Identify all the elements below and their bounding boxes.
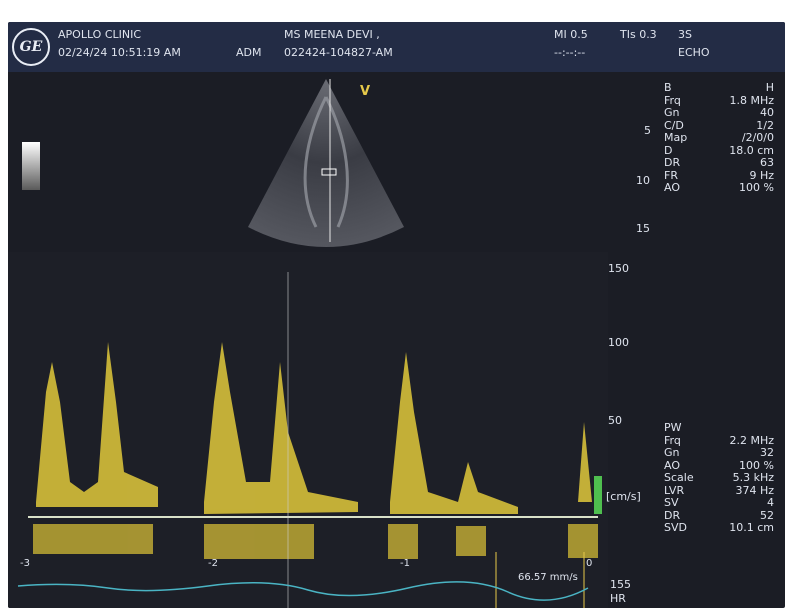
velocity-tick: 150 — [608, 262, 629, 275]
param-key: Frq — [664, 93, 681, 107]
param-key: FR — [664, 168, 678, 182]
param-value: 2.2 MHz — [729, 433, 774, 447]
b-mode-label: B — [664, 81, 672, 94]
param-key: AO — [664, 458, 680, 472]
velocity-unit: [cm/s] — [606, 490, 641, 503]
param-key: Frq — [664, 433, 681, 447]
param-key: Gn — [664, 106, 680, 119]
grayscale-bar — [22, 142, 40, 190]
pw-params: PW Frq 2.2 MHz Gn 32 AO 100 % Scale 5.3 kHz … — [664, 421, 774, 535]
tis-index: TIs 0.3 — [620, 28, 657, 41]
pw-label: PW — [664, 421, 682, 434]
param-key: LVR — [664, 483, 685, 497]
param-key: AO — [664, 181, 680, 194]
param-key: SV — [664, 496, 679, 509]
param-value: 9 Hz — [749, 168, 774, 182]
ultrasound-screen: GE APOLLO CLINIC 02/24/24 10:51:19 AM AD… — [8, 22, 785, 608]
param-value: 5.3 kHz — [732, 471, 774, 484]
sector-marker: V — [360, 84, 371, 99]
heart-rate-value: 155 — [610, 578, 631, 591]
mi-index: MI 0.5 — [554, 28, 588, 41]
param-value: 100 % — [739, 181, 774, 194]
header-bar: GE APOLLO CLINIC 02/24/24 10:51:19 AM AD… — [8, 22, 785, 72]
pw-doppler-spectrum — [8, 252, 608, 608]
param-key: Gn — [664, 446, 680, 459]
time-tick: -2 — [208, 558, 218, 569]
param-value: /2/0/0 — [741, 131, 774, 144]
patient-name: MS MEENA DEVI , — [284, 28, 380, 41]
param-value: 1.8 MHz — [729, 93, 774, 107]
exam-datetime: 02/24/24 10:51:19 AM — [58, 46, 181, 59]
b-mode-sector — [248, 79, 404, 247]
param-key: DR — [664, 508, 681, 522]
param-value: 63 — [760, 156, 774, 169]
exam-mode: ECHO — [678, 46, 710, 59]
measurement-readout: 66.57 mm/s — [518, 572, 578, 583]
param-value: 18.0 cm — [729, 143, 774, 157]
baseline-marker[interactable] — [594, 476, 602, 514]
clinic-name: APOLLO CLINIC — [58, 28, 142, 41]
timer: --:--:-- — [554, 46, 586, 59]
b-mode-value: H — [765, 81, 774, 94]
velocity-tick: 100 — [608, 336, 629, 349]
param-key: SVD — [664, 521, 687, 534]
heart-rate-label: HR — [610, 592, 626, 605]
param-value: 374 Hz — [735, 483, 774, 497]
operator: ADM — [236, 46, 262, 59]
param-key: Scale — [664, 471, 694, 484]
param-value: 1/2 — [756, 118, 774, 132]
param-value: 32 — [760, 446, 774, 459]
param-key: D — [664, 143, 673, 157]
param-key: Map — [664, 131, 688, 144]
ge-logo-icon: GE — [12, 28, 50, 66]
param-value: 40 — [760, 106, 774, 119]
probe-name: 3S — [678, 28, 692, 41]
patient-id: 022424-104827-AM — [284, 46, 393, 59]
depth-mark: 10 — [636, 174, 650, 187]
time-tick: -3 — [20, 558, 30, 569]
param-value: 10.1 cm — [729, 521, 774, 534]
depth-mark: 15 — [636, 222, 650, 235]
param-value: 52 — [760, 508, 774, 522]
velocity-tick: 50 — [608, 414, 622, 427]
depth-mark: 5 — [644, 124, 651, 137]
param-value: 4 — [767, 496, 774, 509]
param-key: C/D — [664, 118, 684, 132]
param-value: 100 % — [739, 458, 774, 472]
b-mode-params: B H Frq 1.8 MHz Gn 40 C/D 1/2 Map/2/0/0 D 18.… — [664, 81, 774, 195]
time-tick: 0 — [586, 558, 593, 569]
time-tick: -1 — [400, 558, 410, 569]
param-key: DR — [664, 156, 681, 169]
